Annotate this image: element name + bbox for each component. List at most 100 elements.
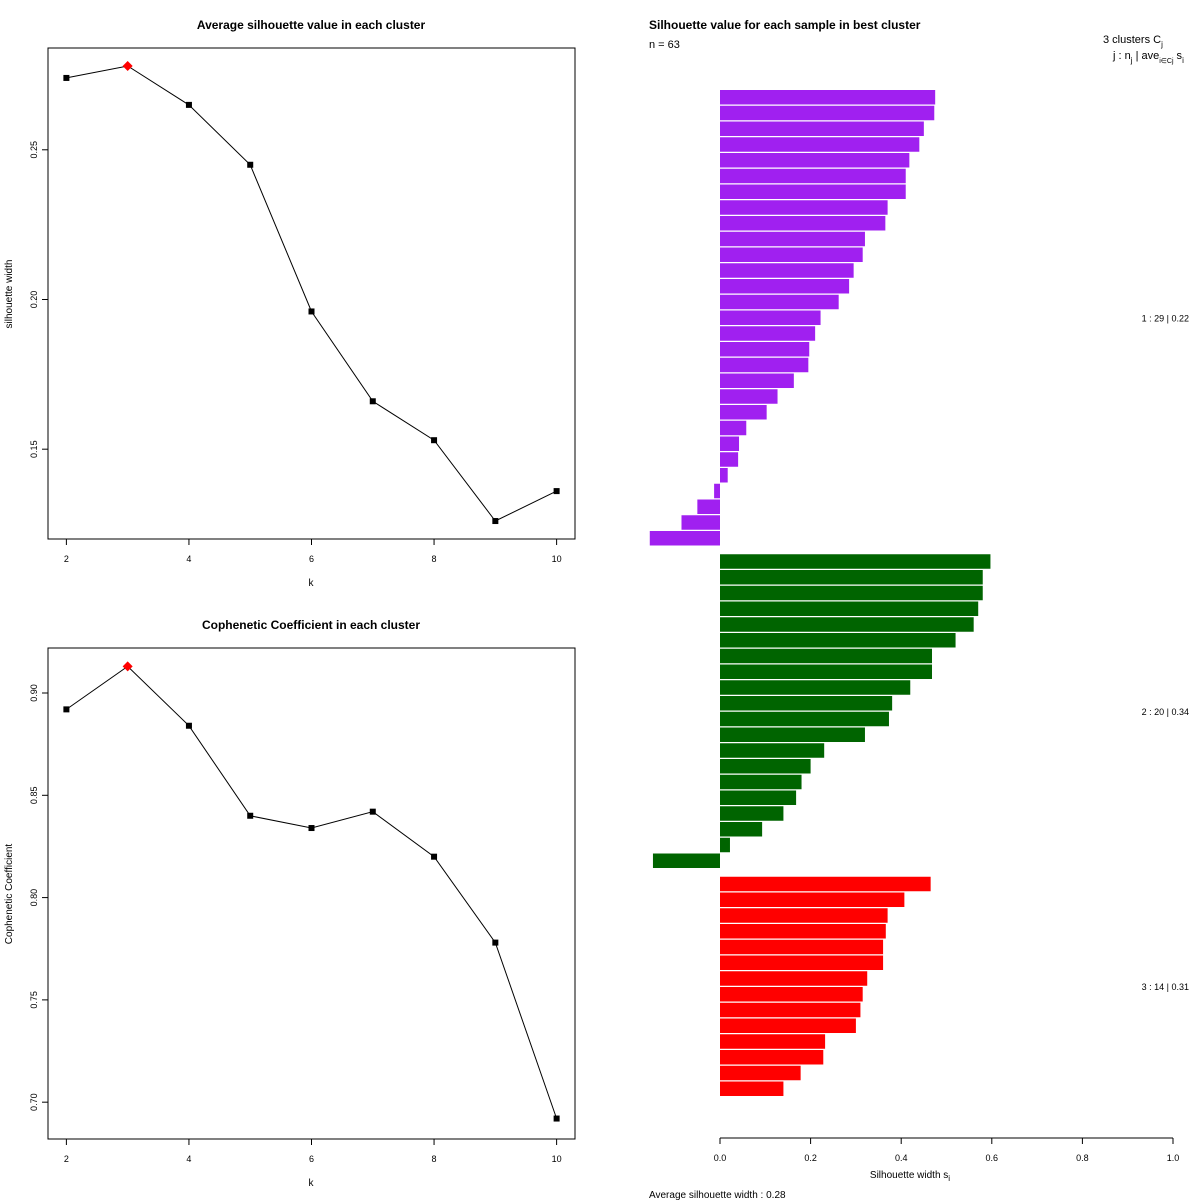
chart-title: Silhouette value for each sample in best…	[649, 18, 921, 32]
plot-frame	[47, 47, 576, 540]
silhouette-bar-cluster-1	[720, 405, 767, 420]
silhouette-bar-cluster-1	[720, 90, 936, 105]
silhouette-bar-chart: Silhouette value for each sample in best…	[649, 18, 1189, 1200]
x-tick-label: 0.4	[895, 1153, 908, 1163]
y-tick-label: 0.15	[29, 440, 39, 458]
silhouette-bar-cluster-1	[720, 357, 809, 373]
silhouette-bar-cluster-3	[720, 924, 886, 939]
data-point	[247, 812, 254, 819]
silhouette-bar-cluster-1	[649, 531, 720, 546]
silhouette-line-chart: Average silhouette value in each cluster…	[4, 18, 576, 589]
y-tick-label: 0.80	[29, 889, 39, 907]
silhouette-bar-cluster-2	[720, 601, 979, 616]
y-axis: 0.70 0.75 0.80 0.85 0.90	[29, 684, 49, 1111]
silhouette-bar-cluster-3	[720, 955, 884, 970]
silhouette-bar-cluster-3	[720, 892, 905, 907]
series-line	[66, 665, 558, 1119]
silhouette-bar-cluster-1	[720, 121, 924, 136]
x-axis: 2 4 6 8 10	[64, 1138, 562, 1164]
x-axis: 2 4 6 8 10	[64, 538, 562, 564]
data-point	[308, 308, 315, 315]
x-axis-label: k	[309, 1178, 315, 1189]
cluster-labels: 1 : 29 | 0.22 2 : 20 | 0.34 3 : 14 | 0.31	[1142, 313, 1189, 992]
silhouette-bar-cluster-2	[720, 664, 933, 679]
silhouette-bar-cluster-1	[720, 216, 886, 231]
silhouette-bar-cluster-1	[720, 342, 810, 357]
series-line	[66, 65, 557, 522]
x-tick-label: 0.8	[1076, 1153, 1089, 1163]
x-tick-label: 8	[432, 554, 437, 564]
data-point	[308, 825, 315, 832]
plot-frame	[47, 647, 576, 1140]
legend-title: 3 clusters Cj	[1103, 34, 1163, 49]
x-tick-label: 4	[186, 554, 191, 564]
x-tick-label: 1.0	[1167, 1153, 1180, 1163]
x-axis-label: Silhouette width si	[870, 1170, 950, 1183]
data-point	[553, 1115, 560, 1122]
data-point	[247, 161, 254, 168]
silhouette-bar-cluster-1	[714, 483, 720, 499]
silhouette-bar-cluster-3	[720, 908, 888, 923]
silhouette-bar-cluster-3	[720, 1018, 856, 1033]
silhouette-bar-cluster-1	[720, 373, 794, 388]
silhouette-bar-cluster-2	[720, 633, 956, 648]
cluster-label: 1 : 29 | 0.22	[1142, 313, 1189, 323]
silhouette-bar-cluster-1	[720, 389, 778, 404]
data-point	[369, 398, 376, 405]
cluster-label: 3 : 14 | 0.31	[1142, 982, 1189, 992]
x-axis: 0.0 0.2 0.4 0.6 0.8 1.0	[714, 1137, 1180, 1163]
silhouette-bar-cluster-3	[720, 987, 863, 1002]
data-point	[185, 722, 192, 729]
y-tick-label: 0.85	[29, 787, 39, 805]
silhouette-bar-cluster-1	[720, 294, 839, 310]
data-point	[492, 518, 499, 525]
silhouette-bar-cluster-1	[720, 247, 863, 262]
silhouette-bar-cluster-2	[720, 806, 784, 821]
silhouette-bar-cluster-3	[720, 1002, 861, 1018]
x-tick-label: 2	[64, 554, 69, 564]
silhouette-bar-cluster-2	[720, 585, 983, 601]
silhouette-bar-cluster-1	[720, 153, 910, 168]
data-point	[63, 706, 70, 713]
best-k-point	[122, 60, 133, 71]
chart-title: Cophenetic Coefficient in each cluster	[202, 618, 420, 632]
silhouette-bar-cluster-2	[720, 570, 983, 585]
silhouette-bar-cluster-2	[720, 837, 730, 853]
silhouette-bar-cluster-1	[720, 168, 906, 184]
silhouette-bar-cluster-2	[720, 696, 893, 711]
data-point	[553, 488, 560, 495]
chart-title: Average silhouette value in each cluster	[197, 18, 426, 32]
y-tick-label: 0.70	[29, 1093, 39, 1111]
silhouette-bar-cluster-1	[720, 184, 906, 199]
data-point	[63, 74, 70, 81]
x-tick-label: 8	[432, 1154, 437, 1164]
y-axis-label: silhouette width	[4, 260, 15, 329]
silhouette-bar-cluster-1	[720, 420, 747, 436]
silhouette-bar-cluster-1	[720, 137, 920, 152]
silhouette-bar-cluster-3	[720, 971, 868, 986]
silhouette-bar-cluster-1	[681, 515, 720, 530]
data-point	[185, 101, 192, 108]
cluster-label: 2 : 20 | 0.34	[1142, 707, 1189, 717]
y-tick-label: 0.75	[29, 991, 39, 1009]
silhouette-bar-cluster-1	[697, 499, 720, 514]
cophenetic-line-chart: Cophenetic Coefficient in each cluster 2…	[4, 618, 576, 1189]
silhouette-bar-cluster-3	[720, 1081, 784, 1096]
silhouette-bar-cluster-1	[720, 200, 888, 215]
silhouette-bar-cluster-2	[652, 853, 720, 868]
silhouette-bar-cluster-2	[720, 648, 933, 664]
silhouette-bar-cluster-1	[720, 326, 816, 341]
silhouette-bar-cluster-3	[720, 876, 931, 892]
data-point	[492, 939, 499, 946]
x-tick-label: 0.0	[714, 1153, 727, 1163]
silhouette-bar-cluster-2	[720, 790, 797, 805]
silhouette-bar-cluster-2	[720, 554, 991, 569]
silhouette-bar-cluster-3	[720, 1050, 824, 1065]
x-tick-label: 4	[186, 1154, 191, 1164]
silhouette-bar-cluster-1	[720, 436, 740, 451]
data-point	[431, 853, 438, 860]
data-point	[431, 437, 438, 444]
y-axis-label: Cophenetic Coefficient	[4, 844, 15, 945]
y-tick-label: 0.90	[29, 684, 39, 702]
silhouette-bar-cluster-2	[720, 743, 825, 758]
